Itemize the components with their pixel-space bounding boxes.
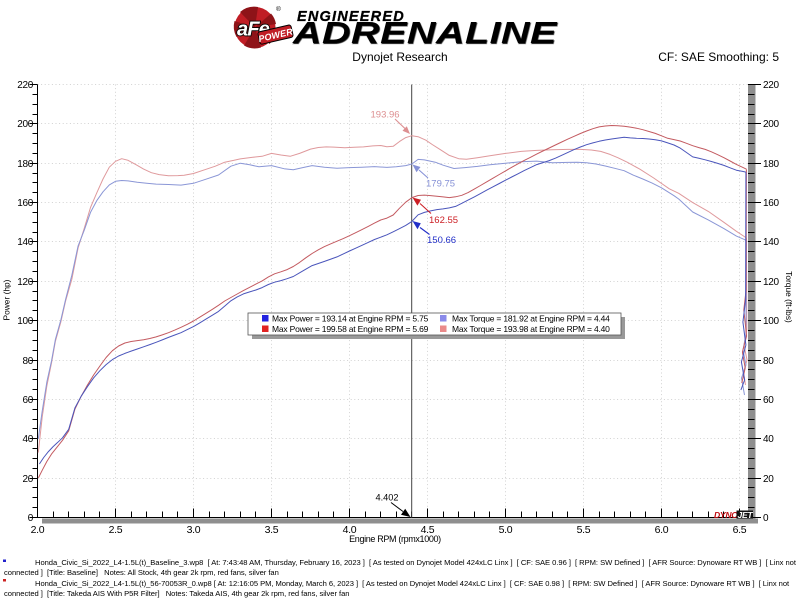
svg-text:4.402: 4.402 xyxy=(376,493,399,503)
svg-text:0: 0 xyxy=(28,513,34,524)
svg-text:200: 200 xyxy=(763,119,780,130)
svg-text:®: ® xyxy=(276,5,281,13)
svg-text:200: 200 xyxy=(17,119,34,130)
svg-text:150.66: 150.66 xyxy=(427,235,456,246)
svg-text:connected ] [Title: Baseline]: connected ] [Title: Baseline] Notes: All… xyxy=(4,568,279,577)
svg-text:ADRENALINE: ADRENALINE xyxy=(292,15,558,50)
svg-text:5.5: 5.5 xyxy=(577,524,591,536)
svg-text:Torque (ft-lbs): Torque (ft-lbs) xyxy=(784,271,794,323)
svg-text:Honda_Civic_Si_2022_L4-1.5L(t): Honda_Civic_Si_2022_L4-1.5L(t)_56-70053R… xyxy=(35,579,790,588)
svg-text:193.96: 193.96 xyxy=(371,110,400,121)
svg-text:60: 60 xyxy=(763,395,774,406)
svg-text:CF: SAE Smoothing: 5: CF: SAE Smoothing: 5 xyxy=(658,50,779,64)
svg-text:2.0: 2.0 xyxy=(31,524,45,536)
svg-text:140: 140 xyxy=(763,237,780,248)
svg-text:Power (hp): Power (hp) xyxy=(2,279,12,320)
svg-text:Honda_Civic_Si_2022_L4-1.5L(t): Honda_Civic_Si_2022_L4-1.5L(t)_Baseline_… xyxy=(35,558,797,567)
svg-text:120: 120 xyxy=(763,277,780,288)
svg-text:180: 180 xyxy=(17,159,34,170)
svg-text:160: 160 xyxy=(17,198,34,209)
svg-text:60: 60 xyxy=(22,395,33,406)
svg-text:180: 180 xyxy=(763,159,780,170)
svg-text:100: 100 xyxy=(17,316,34,327)
svg-text:Engine RPM (rpmx1000): Engine RPM (rpmx1000) xyxy=(349,534,441,544)
svg-text:179.75: 179.75 xyxy=(426,179,455,190)
svg-text:80: 80 xyxy=(22,356,33,367)
svg-text:40: 40 xyxy=(22,434,33,445)
svg-text:Max Torque = 181.92 at Engine: Max Torque = 181.92 at Engine RPM = 4.44 xyxy=(452,313,610,323)
svg-text:4.5: 4.5 xyxy=(421,524,435,536)
svg-text:220: 220 xyxy=(17,80,34,91)
svg-text:6.5: 6.5 xyxy=(733,524,747,536)
svg-text:3.5: 3.5 xyxy=(265,524,279,536)
svg-text:120: 120 xyxy=(17,277,34,288)
svg-text:Max Power = 193.14 at Engine R: Max Power = 193.14 at Engine RPM = 5.75 xyxy=(272,313,429,323)
svg-text:Max Power = 199.58 at Engine R: Max Power = 199.58 at Engine RPM = 5.69 xyxy=(272,324,429,334)
svg-text:160: 160 xyxy=(763,198,780,209)
svg-text:ENGINEERED: ENGINEERED xyxy=(297,9,405,25)
svg-text:DYNO: DYNO xyxy=(714,510,738,520)
svg-text:4.0: 4.0 xyxy=(343,524,357,536)
svg-text:Max Torque = 193.98 at Engine: Max Torque = 193.98 at Engine RPM = 4.40 xyxy=(452,324,610,334)
svg-text:20: 20 xyxy=(763,474,774,485)
svg-text:JET: JET xyxy=(738,510,754,520)
svg-text:5.0: 5.0 xyxy=(499,524,513,536)
svg-text:0: 0 xyxy=(763,513,769,524)
svg-text:6.0: 6.0 xyxy=(655,524,669,536)
svg-text:3.0: 3.0 xyxy=(187,524,201,536)
svg-text:162.55: 162.55 xyxy=(429,215,458,226)
svg-text:2.5: 2.5 xyxy=(109,524,123,536)
svg-text:20: 20 xyxy=(22,474,33,485)
svg-text:ADRENALINE: ADRENALINE xyxy=(293,16,559,51)
svg-text:40: 40 xyxy=(763,434,774,445)
svg-text:100: 100 xyxy=(763,316,780,327)
svg-text:80: 80 xyxy=(763,356,774,367)
svg-text:140: 140 xyxy=(17,237,34,248)
svg-text:Dynojet Research: Dynojet Research xyxy=(352,50,447,64)
svg-text:220: 220 xyxy=(763,80,780,91)
svg-text:connected ] [Title: Takeda AI: connected ] [Title: Takeda AIS With P5R … xyxy=(4,589,349,598)
